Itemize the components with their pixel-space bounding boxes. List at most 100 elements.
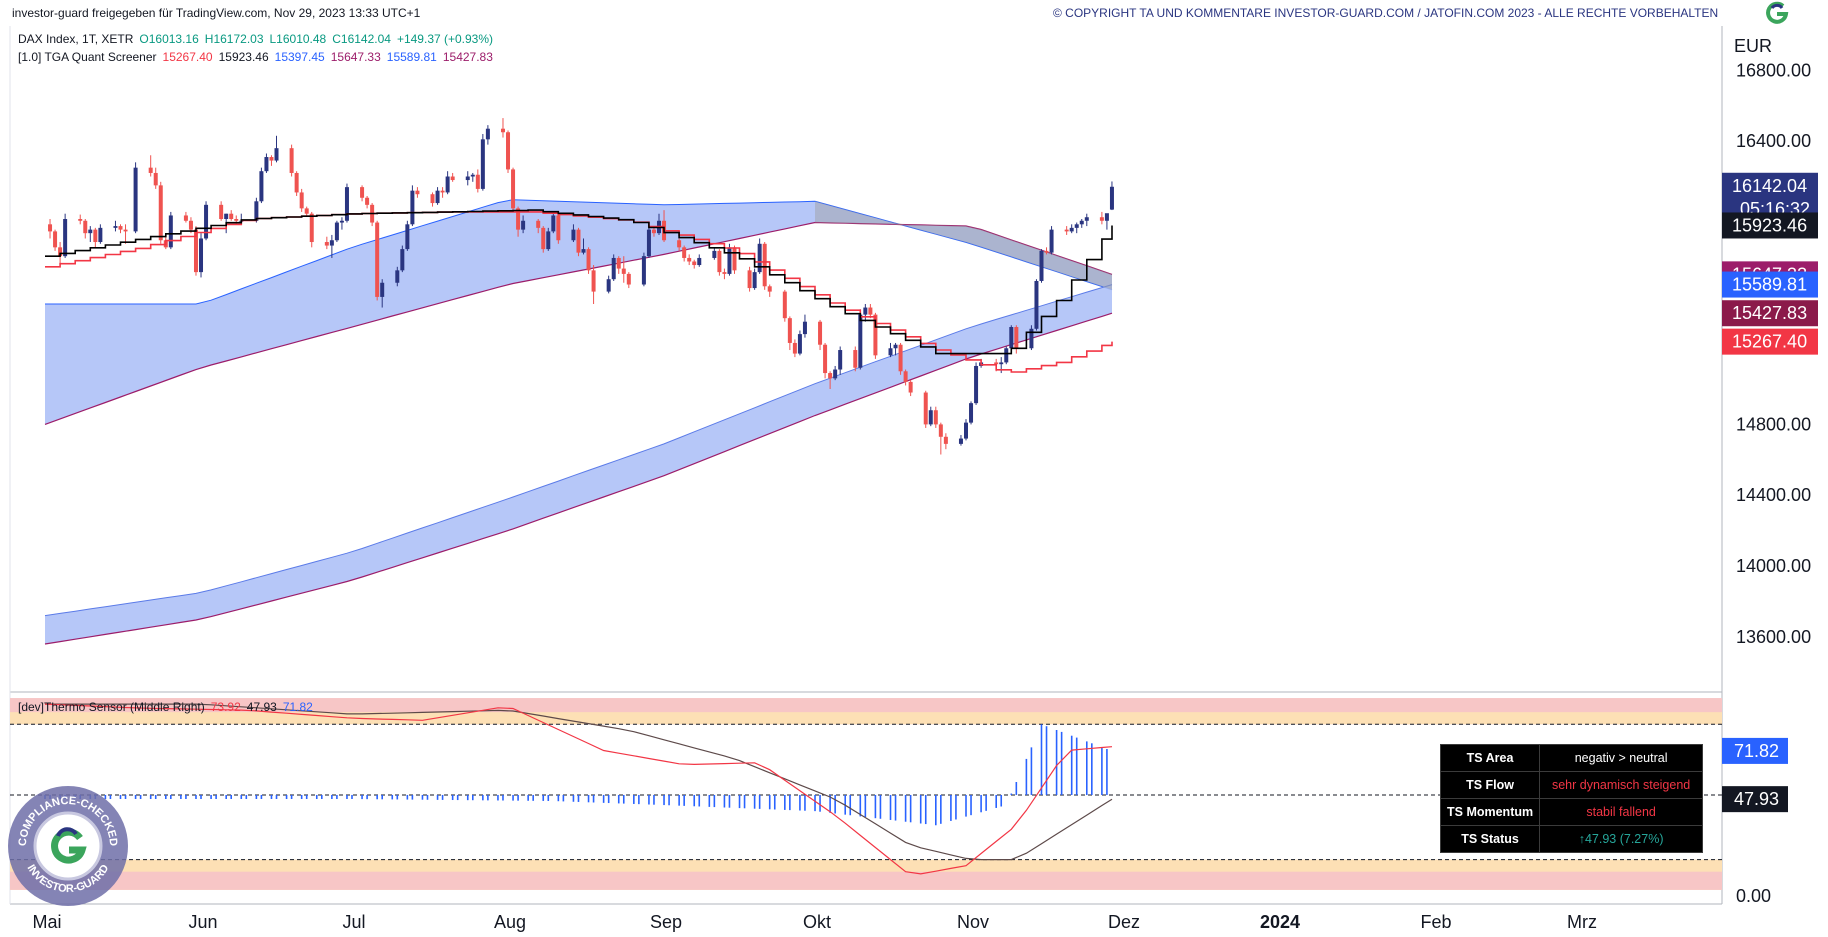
candle-down[interactable] <box>375 222 380 297</box>
candle-up[interactable] <box>344 187 349 221</box>
candle-down[interactable] <box>183 215 188 221</box>
candle-up[interactable] <box>334 222 339 241</box>
candle-up[interactable] <box>1084 217 1089 221</box>
candle-down[interactable] <box>1044 250 1049 253</box>
candle-up[interactable] <box>646 229 651 257</box>
candle-down[interactable] <box>365 197 370 205</box>
candle-down[interactable] <box>475 174 480 189</box>
candle-up[interactable] <box>254 201 259 221</box>
candle-up[interactable] <box>757 243 762 273</box>
candle-up[interactable] <box>606 279 611 292</box>
candle-down[interactable] <box>762 243 767 287</box>
candle-down[interactable] <box>1064 229 1069 232</box>
candle-down[interactable] <box>1099 217 1104 221</box>
candle-down[interactable] <box>923 392 928 425</box>
candle-down[interactable] <box>732 247 737 271</box>
candle-down[interactable] <box>994 362 999 365</box>
candle-down[interactable] <box>360 187 365 198</box>
candle-down[interactable] <box>621 268 626 274</box>
candle-down[interactable] <box>692 261 697 266</box>
candle-down[interactable] <box>118 226 123 230</box>
candle-down[interactable] <box>83 220 88 234</box>
candle-up[interactable] <box>1109 186 1114 210</box>
candle-up[interactable] <box>802 321 807 335</box>
candle-down[interactable] <box>722 272 727 274</box>
candle-up[interactable] <box>445 176 450 193</box>
candle-up[interactable] <box>485 128 490 140</box>
candle-down[interactable] <box>682 247 687 258</box>
candle-down[interactable] <box>818 321 823 345</box>
candle-up[interactable] <box>928 410 933 425</box>
candle-down[interactable] <box>269 157 274 161</box>
candle-down[interactable] <box>415 190 420 195</box>
candle-down[interactable] <box>294 172 299 193</box>
candle-down[interactable] <box>430 194 435 204</box>
candle-down[interactable] <box>299 192 304 209</box>
candle-up[interactable] <box>999 362 1004 365</box>
candle-up[interactable] <box>838 350 843 370</box>
candle-up[interactable] <box>410 190 415 225</box>
candle-up[interactable] <box>833 369 838 379</box>
candle-up[interactable] <box>727 247 732 274</box>
candle-down[interactable] <box>229 213 234 220</box>
candle-down[interactable] <box>943 436 948 444</box>
candle-down[interactable] <box>53 231 58 248</box>
candle-down[interactable] <box>823 344 828 374</box>
candle-down[interactable] <box>586 249 591 271</box>
candle-up[interactable] <box>480 139 485 189</box>
candle-down[interactable] <box>506 132 511 170</box>
candle-down[interactable] <box>938 424 943 437</box>
candle-up[interactable] <box>546 231 551 250</box>
candle-down[interactable] <box>898 344 903 372</box>
candle-up[interactable] <box>339 220 344 223</box>
candle-down[interactable] <box>511 169 516 209</box>
candle-down[interactable] <box>853 350 858 368</box>
candle-up[interactable] <box>204 204 209 239</box>
candle-up[interactable] <box>1029 328 1034 349</box>
candle-down[interactable] <box>516 208 521 230</box>
candle-down[interactable] <box>792 342 797 354</box>
candle-up[interactable] <box>1039 250 1044 281</box>
candle-up[interactable] <box>1049 229 1054 253</box>
candle-down[interactable] <box>153 172 158 186</box>
candle-down[interactable] <box>687 257 692 262</box>
candle-up[interactable] <box>697 257 702 266</box>
candle-up[interactable] <box>133 167 138 232</box>
candle-down[interactable] <box>541 227 546 250</box>
candle-down[interactable] <box>782 291 787 319</box>
candle-up[interactable] <box>274 148 279 161</box>
candle-up[interactable] <box>1074 224 1079 228</box>
candle-up[interactable] <box>400 249 405 271</box>
candle-down[interactable] <box>828 373 833 379</box>
candle-up[interactable] <box>465 176 470 181</box>
candle-down[interactable] <box>556 215 561 241</box>
candle-up[interactable] <box>551 215 556 232</box>
candle-up[interactable] <box>1009 327 1014 349</box>
candle-up[interactable] <box>969 403 974 423</box>
candle-down[interactable] <box>747 270 752 289</box>
candle-down[interactable] <box>309 213 314 243</box>
candle-down[interactable] <box>933 410 938 425</box>
candle-up[interactable] <box>380 282 385 297</box>
candle-up[interactable] <box>63 219 68 257</box>
candle-up[interactable] <box>964 422 968 439</box>
candle-up[interactable] <box>958 438 963 444</box>
candle-up[interactable] <box>888 348 893 356</box>
candle-down[interactable] <box>616 257 621 269</box>
candle-down[interactable] <box>576 229 581 253</box>
candle-up[interactable] <box>581 249 586 253</box>
price-pane[interactable] <box>44 118 1114 645</box>
candle-up[interactable] <box>88 229 93 234</box>
candle-down[interactable] <box>500 128 505 133</box>
candle-down[interactable] <box>677 240 682 248</box>
candle-down[interactable] <box>123 229 128 232</box>
candle-up[interactable] <box>1004 348 1009 363</box>
candle-down[interactable] <box>289 148 294 173</box>
candle-down[interactable] <box>536 220 541 228</box>
candle-up[interactable] <box>611 257 616 280</box>
candle-down[interactable] <box>78 219 83 221</box>
candle-up[interactable] <box>264 157 269 172</box>
candle-up[interactable] <box>113 226 118 228</box>
candle-up[interactable] <box>858 314 863 368</box>
